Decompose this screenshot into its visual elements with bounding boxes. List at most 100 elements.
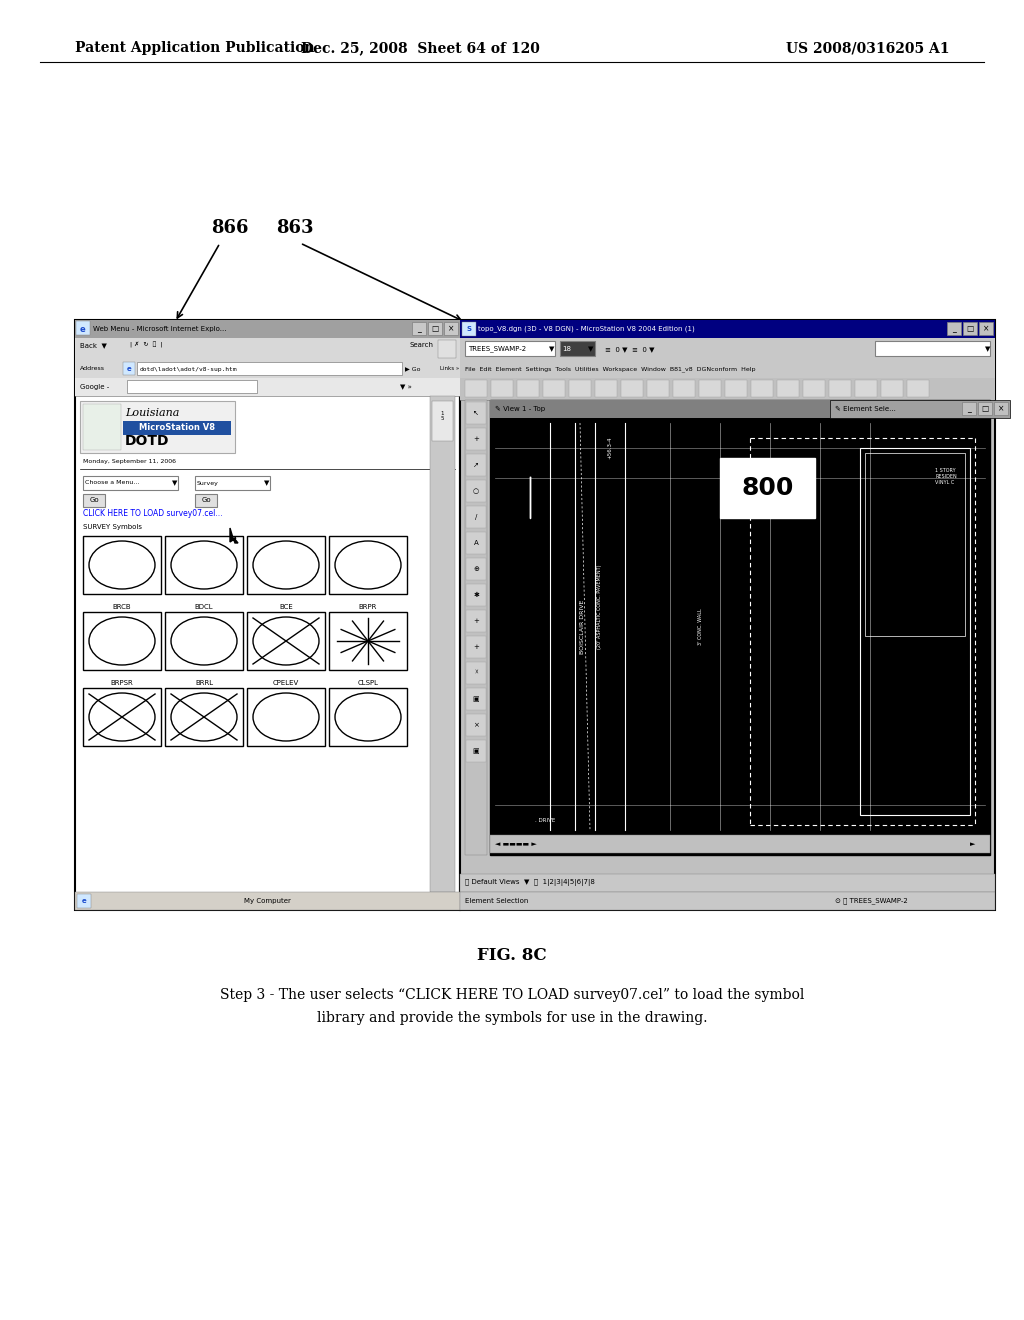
Bar: [560, 341, 595, 356]
Text: e: e: [127, 366, 131, 372]
Bar: [830, 400, 1010, 418]
Bar: [569, 380, 591, 397]
Text: e: e: [82, 898, 86, 904]
Bar: [329, 688, 407, 746]
Text: ✎ View 1 - Top: ✎ View 1 - Top: [495, 407, 545, 412]
Text: ▼: ▼: [172, 480, 177, 486]
Bar: [699, 380, 721, 397]
Text: ✱: ✱: [473, 591, 479, 598]
Bar: [195, 477, 270, 490]
Bar: [137, 362, 402, 375]
Text: ▼: ▼: [985, 346, 990, 352]
Text: SURVEY Symbols: SURVEY Symbols: [83, 524, 142, 531]
Bar: [751, 380, 773, 397]
Bar: [466, 532, 486, 554]
Text: library and provide the symbols for use in the drawing.: library and provide the symbols for use …: [316, 1011, 708, 1026]
Text: 1
5: 1 5: [440, 411, 443, 421]
Bar: [517, 380, 539, 397]
Text: ×: ×: [997, 404, 1005, 413]
Text: ▼: ▼: [549, 346, 554, 352]
Text: ►: ►: [970, 841, 976, 847]
Text: _: _: [967, 404, 971, 413]
Text: BRPR: BRPR: [358, 605, 377, 610]
Text: ×: ×: [983, 325, 989, 334]
Text: S: S: [467, 326, 471, 333]
Bar: [466, 506, 486, 528]
Text: ↖: ↖: [473, 411, 479, 416]
Text: ▼ »: ▼ »: [400, 384, 412, 389]
Bar: [829, 380, 851, 397]
Bar: [83, 688, 161, 746]
Bar: [466, 428, 486, 450]
Bar: [83, 612, 161, 671]
Bar: [165, 536, 243, 594]
Text: BRCB: BRCB: [113, 605, 131, 610]
Text: FIG. 8C: FIG. 8C: [477, 946, 547, 964]
Text: Step 3 - The user selects “CLICK HERE TO LOAD survey07.cel” to load the symbol: Step 3 - The user selects “CLICK HERE TO…: [220, 987, 804, 1002]
Text: ○: ○: [473, 488, 479, 494]
Bar: [75, 360, 460, 378]
Bar: [466, 583, 486, 606]
Bar: [907, 380, 929, 397]
Bar: [947, 322, 961, 335]
Text: Web Menu - Microsoft Internet Explo...: Web Menu - Microsoft Internet Explo...: [93, 326, 226, 333]
Bar: [860, 447, 970, 814]
Text: +: +: [473, 436, 479, 442]
Bar: [460, 338, 995, 360]
Text: Back  ▼: Back ▼: [80, 342, 106, 348]
Text: ↗: ↗: [473, 462, 479, 469]
Bar: [247, 688, 325, 746]
Bar: [777, 380, 799, 397]
Bar: [979, 322, 993, 335]
Text: ✎ Element Sele...: ✎ Element Sele...: [835, 407, 896, 412]
Bar: [465, 400, 487, 855]
Bar: [673, 380, 695, 397]
Bar: [466, 610, 486, 632]
Text: +: +: [473, 618, 479, 624]
Bar: [75, 319, 460, 909]
Text: BDCL: BDCL: [195, 605, 213, 610]
Text: _: _: [952, 325, 956, 334]
Bar: [123, 421, 231, 436]
Polygon shape: [230, 528, 238, 543]
Bar: [466, 741, 486, 762]
Text: □: □: [967, 325, 974, 334]
Text: +56.3-4: +56.3-4: [607, 437, 612, 459]
Text: Dec. 25, 2008  Sheet 64 of 120: Dec. 25, 2008 Sheet 64 of 120: [301, 41, 540, 55]
Text: Address: Address: [80, 367, 105, 371]
Text: 3' CONC. WALL: 3' CONC. WALL: [697, 609, 702, 645]
Bar: [963, 322, 977, 335]
Text: CLICK HERE TO LOAD survey07.cel...: CLICK HERE TO LOAD survey07.cel...: [83, 510, 222, 519]
Text: 866: 866: [211, 219, 249, 238]
Bar: [432, 401, 453, 441]
Bar: [329, 536, 407, 594]
Text: ◄ ▬▬▬▬ ►: ◄ ▬▬▬▬ ►: [495, 841, 537, 847]
Text: ▼: ▼: [588, 346, 593, 352]
Bar: [466, 636, 486, 657]
Text: dotd\ladot\adot/v8-sup.htm: dotd\ladot\adot/v8-sup.htm: [140, 367, 238, 371]
Bar: [725, 380, 746, 397]
Bar: [438, 341, 456, 358]
Text: BOISCLAIR DRIVE: BOISCLAIR DRIVE: [581, 599, 586, 653]
Text: Go: Go: [89, 498, 98, 503]
Text: 1 STORY
RESIDEN
VINYL C: 1 STORY RESIDEN VINYL C: [935, 469, 956, 484]
Bar: [595, 380, 617, 397]
Bar: [466, 403, 486, 424]
Bar: [462, 322, 476, 337]
Text: Patent Application Publication: Patent Application Publication: [75, 41, 314, 55]
Text: Choose a Menu...: Choose a Menu...: [85, 480, 139, 486]
Text: Go: Go: [201, 498, 211, 503]
Text: +: +: [473, 644, 479, 649]
Text: File  Edit  Element  Settings  Tools  Utilities  Workspace  Window  B81_v8  DGNc: File Edit Element Settings Tools Utiliti…: [465, 366, 756, 372]
Bar: [195, 494, 217, 507]
Bar: [621, 380, 643, 397]
Bar: [247, 536, 325, 594]
Bar: [962, 403, 976, 414]
Bar: [83, 536, 161, 594]
Text: CPELEV: CPELEV: [272, 680, 299, 686]
Bar: [165, 612, 243, 671]
Text: topo_V8.dgn (3D - V8 DGN) - MicroStation V8 2004 Edition (1): topo_V8.dgn (3D - V8 DGN) - MicroStation…: [478, 326, 694, 333]
Text: Louisiana: Louisiana: [125, 408, 179, 418]
Bar: [647, 380, 669, 397]
Bar: [865, 453, 965, 636]
